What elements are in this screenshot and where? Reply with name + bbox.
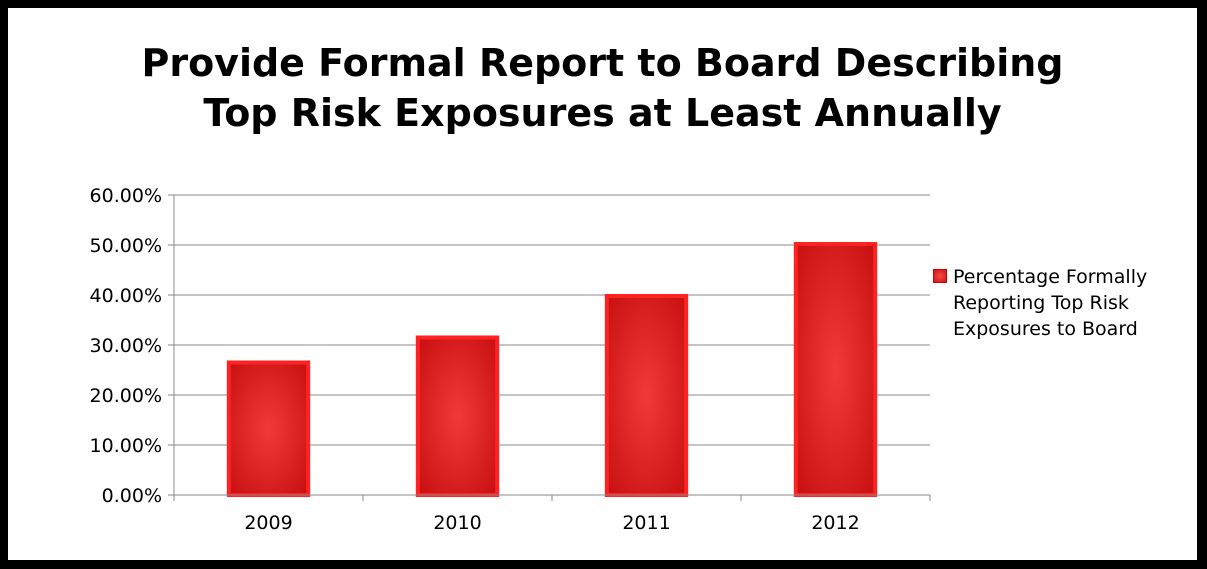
chart-title-line-1: Provide Formal Report to Board Describin… bbox=[141, 41, 1064, 85]
y-tick-label: 50.00% bbox=[90, 235, 162, 257]
chart-title: Provide Formal Report to Board Describin… bbox=[8, 38, 1197, 138]
legend-label: Percentage Formally Reporting Top Risk E… bbox=[953, 266, 1148, 340]
bar-2009 bbox=[226, 360, 311, 497]
y-tick-label: 0.00% bbox=[102, 485, 162, 507]
x-tick-label: 2012 bbox=[811, 512, 859, 534]
chart-frame: Provide Formal Report to Board Describin… bbox=[8, 8, 1197, 560]
x-tick-label: 2011 bbox=[622, 512, 670, 534]
x-tick-label: 2010 bbox=[433, 512, 481, 534]
chart-title-line-2: Top Risk Exposures at Least Annually bbox=[203, 91, 1002, 135]
bar-2012 bbox=[793, 242, 878, 497]
legend-swatch bbox=[933, 269, 947, 283]
bar-2010 bbox=[415, 335, 500, 497]
y-tick-label: 10.00% bbox=[90, 435, 162, 457]
bar-2011 bbox=[604, 294, 689, 497]
bar-chart: 0.00% 10.00% 20.00% 30.00% 40.00% 50.00% 60.00… bbox=[90, 185, 931, 534]
y-tick-label: 60.00% bbox=[90, 185, 162, 207]
y-tick-label: 20.00% bbox=[90, 385, 162, 407]
y-tick-label: 30.00% bbox=[90, 335, 162, 357]
x-tick-label: 2009 bbox=[244, 512, 292, 534]
y-tick-label: 40.00% bbox=[90, 285, 162, 307]
